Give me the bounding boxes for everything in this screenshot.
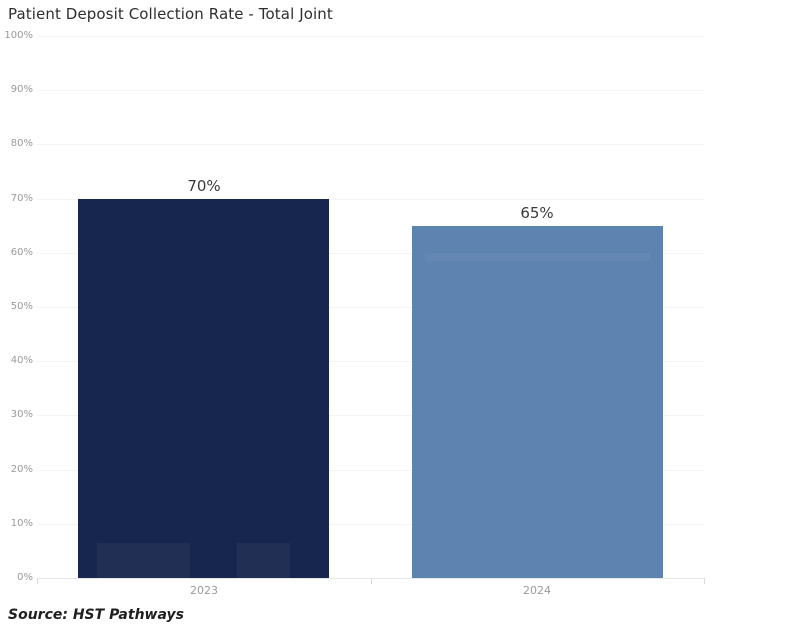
bar-2024 — [412, 226, 663, 578]
bar-shading-artifact — [237, 543, 290, 578]
gridline-80 — [37, 144, 704, 145]
plot-area: 0% 10% 20% 30% 40% 50% 60% 70% 80% 90% 100% 70% 2023… — [4, 30, 705, 597]
x-axis-category-label: 2023 — [190, 584, 218, 597]
bar-value-label: 70% — [187, 177, 221, 195]
x-axis-tick — [371, 578, 372, 584]
y-axis-tick-label: 50% — [10, 301, 33, 312]
gridline-10 — [37, 524, 704, 525]
gridline-60 — [37, 253, 704, 254]
y-axis-tick-label: 70% — [10, 193, 33, 204]
source-note: Source: HST Pathways — [8, 607, 184, 623]
y-axis-tick-label: 80% — [10, 138, 33, 149]
bar-shading-artifact — [425, 253, 650, 261]
gridline-0 — [37, 578, 704, 579]
y-axis-tick-label: 40% — [10, 355, 33, 366]
x-axis-tick — [37, 578, 38, 584]
y-axis-tick-label: 90% — [10, 84, 33, 95]
x-axis-tick — [704, 578, 705, 584]
y-axis-tick-label: 100% — [4, 30, 33, 41]
gridline-100 — [37, 36, 704, 37]
bar-shading-artifact — [97, 543, 190, 578]
gridline-40 — [37, 361, 704, 362]
y-axis-tick-label: 10% — [10, 518, 33, 529]
gridline-90 — [37, 90, 704, 91]
y-axis-tick-label: 0% — [17, 572, 33, 583]
y-axis-tick-label: 60% — [10, 247, 33, 258]
gridline-50 — [37, 307, 704, 308]
x-axis-category-label: 2024 — [523, 584, 551, 597]
bar-value-label: 65% — [520, 204, 554, 222]
gridline-30 — [37, 415, 704, 416]
bar-2023 — [78, 199, 329, 578]
chart-title: Patient Deposit Collection Rate - Total … — [8, 5, 333, 23]
y-axis-tick-label: 20% — [10, 464, 33, 475]
gridline-20 — [37, 470, 704, 471]
gridline-70 — [37, 199, 704, 200]
y-axis-tick-label: 30% — [10, 409, 33, 420]
